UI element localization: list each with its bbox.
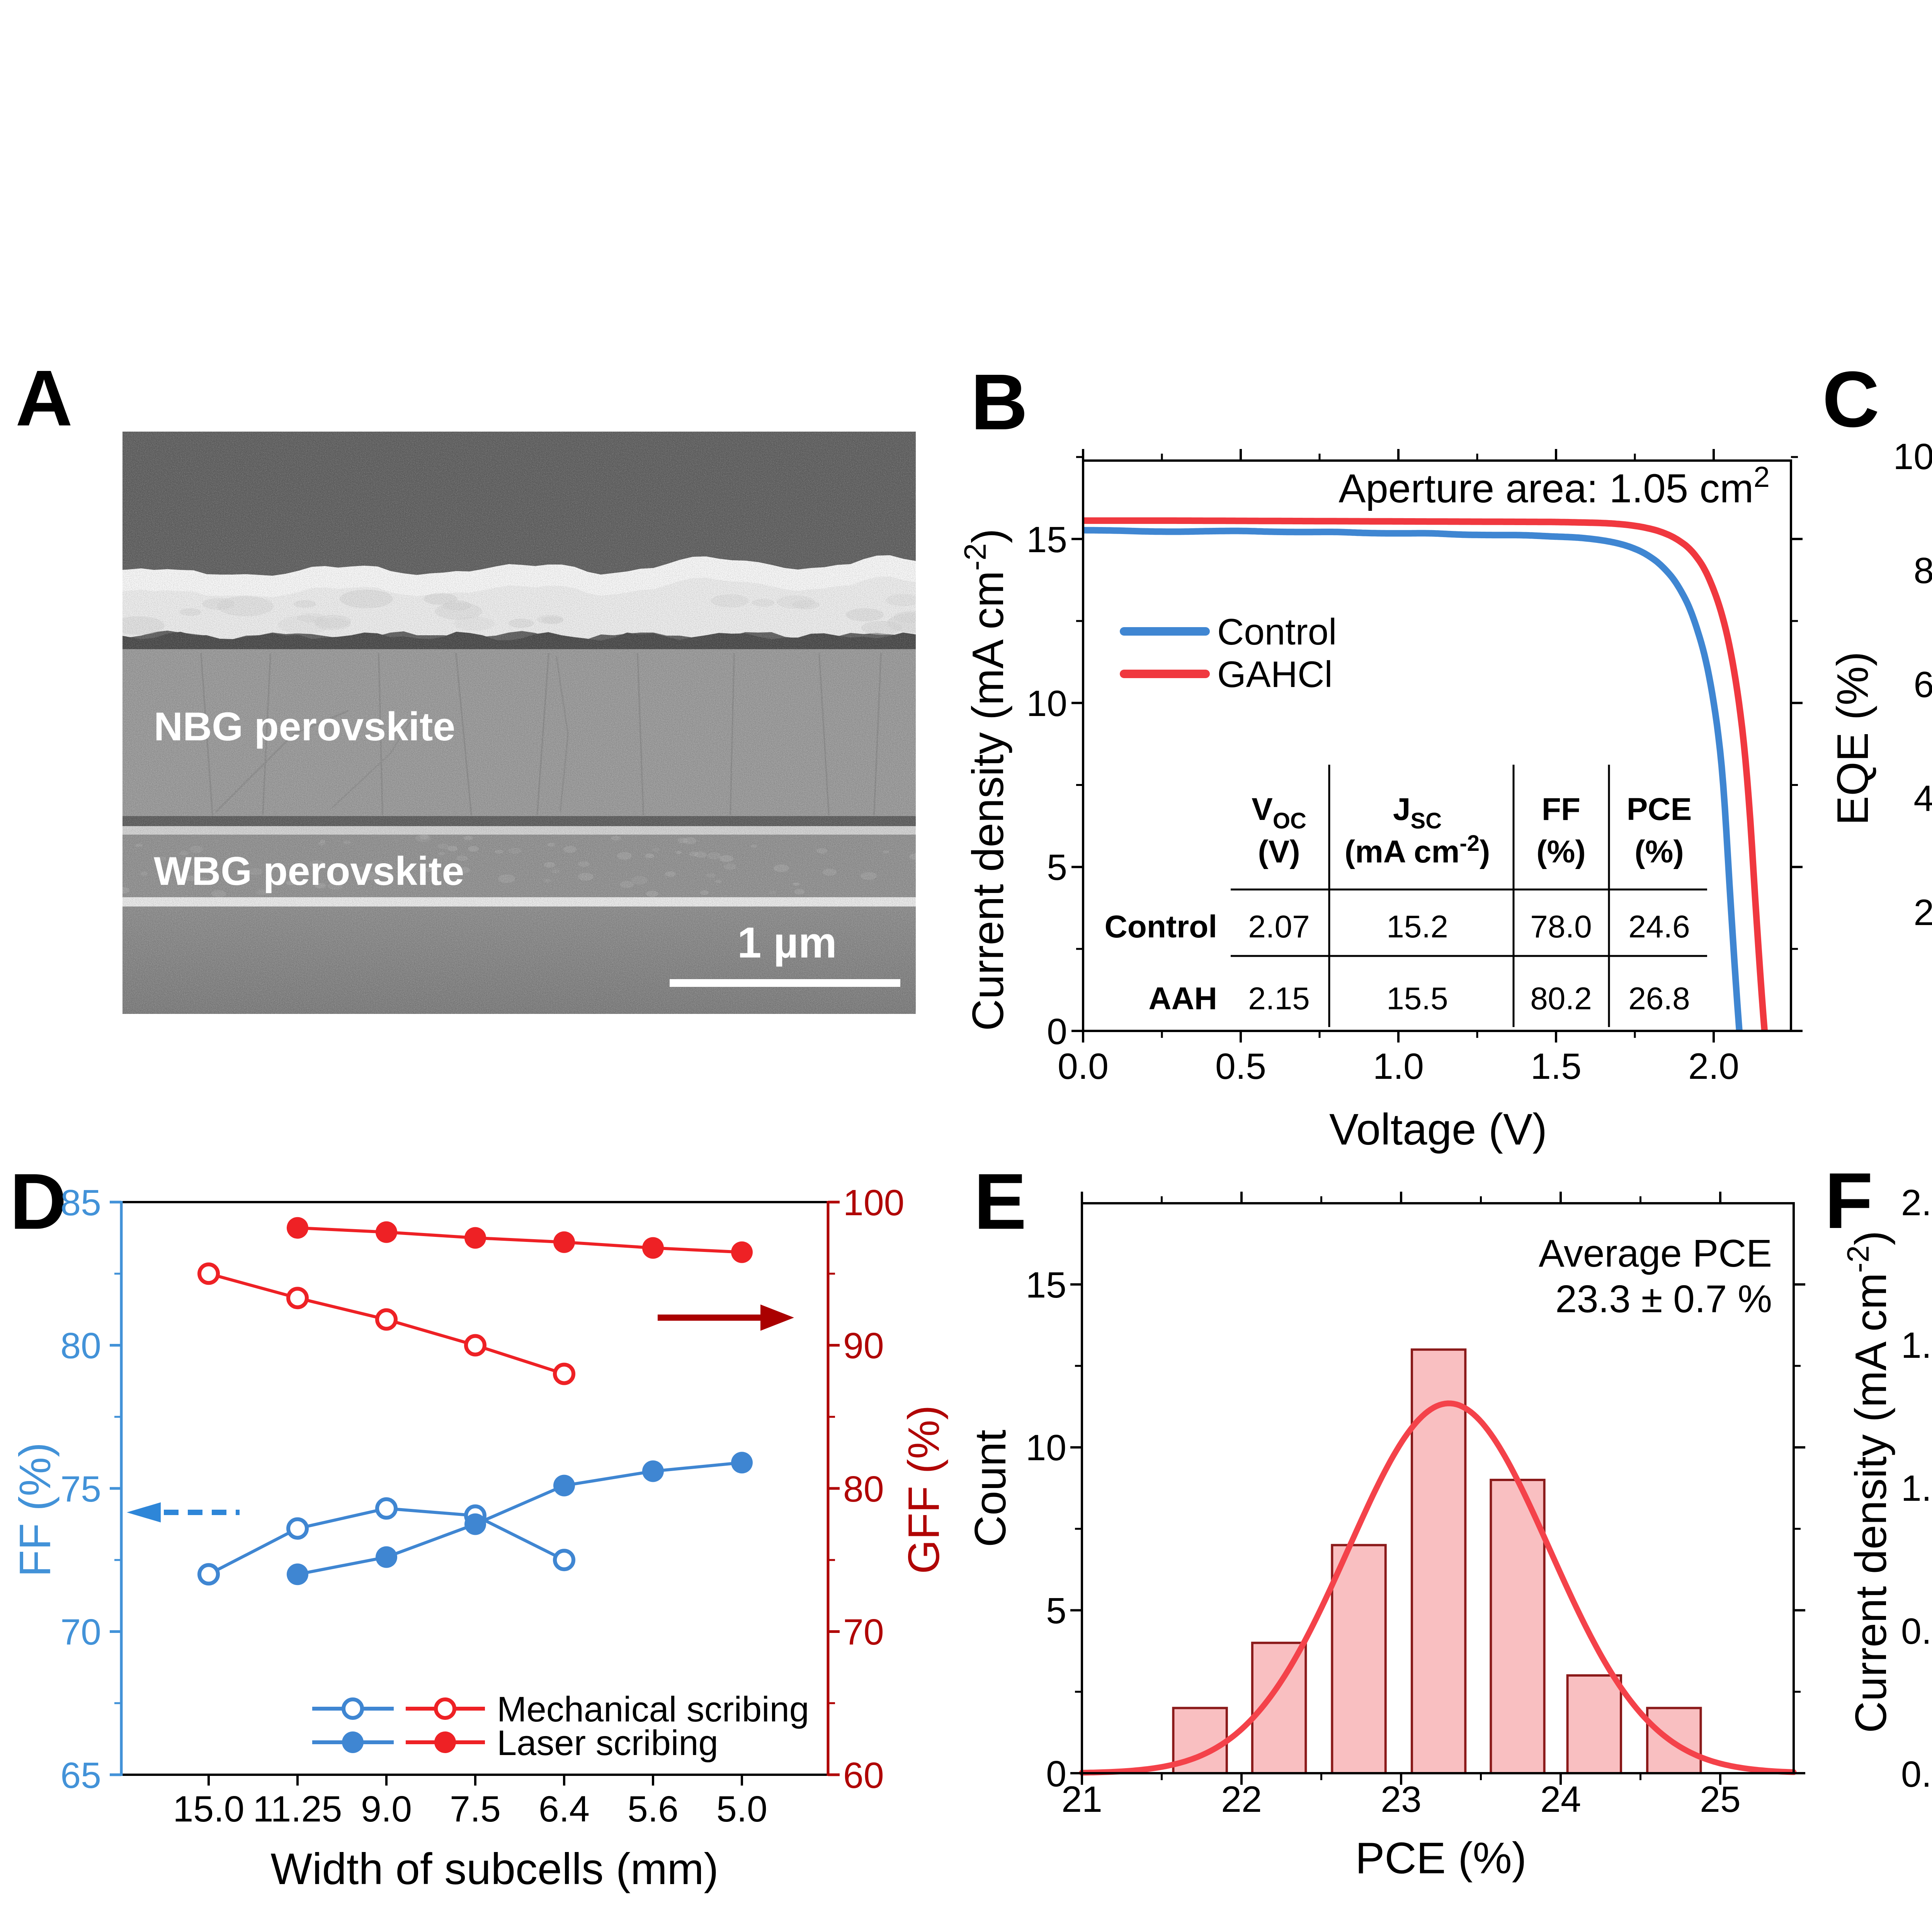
- svg-text:60: 60: [843, 1755, 884, 1796]
- svg-text:10: 10: [1026, 1427, 1066, 1468]
- svg-text:E: E: [974, 1157, 1027, 1246]
- svg-text:80.2: 80.2: [1530, 981, 1592, 1016]
- svg-text:0.0: 0.0: [1901, 1754, 1932, 1795]
- svg-text:2.0: 2.0: [1901, 1182, 1932, 1223]
- svg-text:100: 100: [843, 1182, 905, 1223]
- svg-text:0: 0: [1047, 1011, 1067, 1052]
- svg-text:11.25: 11.25: [253, 1789, 342, 1830]
- svg-text:25: 25: [1700, 1779, 1741, 1820]
- svg-text:Control: Control: [1105, 909, 1217, 944]
- svg-text:Width of subcells (mm): Width of subcells (mm): [270, 1845, 718, 1894]
- svg-text:GFF (%): GFF (%): [900, 1405, 949, 1574]
- svg-text:0: 0: [1046, 1753, 1066, 1794]
- svg-text:0.5: 0.5: [1901, 1611, 1932, 1652]
- svg-text:F: F: [1825, 1156, 1873, 1245]
- svg-text:85: 85: [60, 1182, 101, 1223]
- svg-text:60: 60: [1913, 664, 1932, 705]
- svg-text:GAHCl: GAHCl: [1217, 654, 1333, 695]
- svg-text:AAH: AAH: [1148, 981, 1217, 1016]
- svg-text:90: 90: [843, 1325, 884, 1366]
- svg-text:70: 70: [60, 1612, 101, 1653]
- svg-text:(V): (V): [1258, 834, 1300, 869]
- svg-text:2.07: 2.07: [1248, 909, 1310, 944]
- svg-text:D: D: [10, 1157, 67, 1246]
- svg-text:15.5: 15.5: [1386, 981, 1448, 1016]
- svg-text:Control: Control: [1217, 611, 1337, 653]
- svg-text:15: 15: [1026, 519, 1067, 560]
- svg-text:1 µm: 1 µm: [737, 918, 837, 967]
- svg-text:2.15: 2.15: [1248, 981, 1310, 1016]
- svg-text:1.0: 1.0: [1373, 1046, 1424, 1087]
- svg-text:65: 65: [60, 1755, 101, 1796]
- svg-text:80: 80: [60, 1325, 101, 1366]
- svg-text:6.4: 6.4: [539, 1789, 590, 1830]
- svg-text:Current density (mA cm-2): Current density (mA cm-2): [958, 529, 1013, 1031]
- svg-text:22: 22: [1221, 1779, 1262, 1820]
- svg-text:Current density (mA cm-2): Current density (mA cm-2): [1841, 1231, 1896, 1733]
- svg-text:0.0: 0.0: [1058, 1046, 1109, 1087]
- svg-text:15: 15: [1026, 1265, 1066, 1306]
- svg-text:1.5: 1.5: [1901, 1325, 1932, 1366]
- svg-text:80: 80: [843, 1469, 884, 1510]
- svg-text:15.0: 15.0: [173, 1789, 245, 1830]
- svg-text:FF: FF: [1542, 792, 1580, 827]
- svg-text:C: C: [1822, 355, 1879, 444]
- svg-text:20: 20: [1913, 892, 1932, 933]
- svg-text:23.3 ± 0.7 %: 23.3 ± 0.7 %: [1555, 1277, 1772, 1321]
- svg-text:26.8: 26.8: [1628, 981, 1690, 1016]
- svg-text:9.0: 9.0: [361, 1789, 412, 1830]
- svg-text:0.5: 0.5: [1215, 1046, 1266, 1087]
- svg-text:B: B: [971, 358, 1028, 446]
- svg-text:PCE: PCE: [1627, 792, 1692, 827]
- svg-text:5: 5: [1047, 847, 1067, 888]
- svg-text:21: 21: [1061, 1779, 1102, 1820]
- svg-text:5: 5: [1046, 1590, 1066, 1631]
- svg-text:Aperture area: 1.05 cm2: Aperture area: 1.05 cm2: [1338, 461, 1770, 511]
- svg-text:PCE (%): PCE (%): [1355, 1834, 1526, 1883]
- svg-text:78.0: 78.0: [1530, 909, 1592, 944]
- svg-text:Voltage (V): Voltage (V): [1329, 1105, 1547, 1154]
- svg-text:Laser scribing: Laser scribing: [497, 1723, 718, 1763]
- svg-text:1.0: 1.0: [1901, 1468, 1932, 1509]
- svg-text:EQE (%): EQE (%): [1828, 651, 1878, 825]
- svg-text:24.6: 24.6: [1628, 909, 1690, 944]
- svg-text:NBG perovskite: NBG perovskite: [154, 704, 455, 749]
- svg-text:5.0: 5.0: [716, 1789, 767, 1830]
- svg-text:1.5: 1.5: [1531, 1046, 1582, 1087]
- svg-text:Count: Count: [966, 1430, 1015, 1547]
- svg-text:(%): (%): [1634, 834, 1684, 869]
- svg-text:70: 70: [843, 1612, 884, 1653]
- svg-text:10: 10: [1026, 683, 1067, 724]
- svg-text:(%): (%): [1536, 834, 1586, 869]
- svg-text:40: 40: [1913, 778, 1932, 819]
- svg-text:Average PCE: Average PCE: [1539, 1232, 1772, 1275]
- svg-text:24: 24: [1540, 1779, 1581, 1820]
- svg-text:75: 75: [60, 1469, 101, 1510]
- svg-text:5.6: 5.6: [628, 1789, 679, 1830]
- svg-text:2.0: 2.0: [1688, 1046, 1739, 1087]
- svg-text:7.5: 7.5: [450, 1789, 501, 1830]
- svg-text:FF (%): FF (%): [11, 1442, 60, 1577]
- svg-text:WBG perovskite: WBG perovskite: [154, 849, 464, 894]
- svg-text:A: A: [15, 354, 73, 442]
- svg-text:Mechanical scribing: Mechanical scribing: [497, 1690, 809, 1729]
- svg-text:80: 80: [1913, 550, 1932, 591]
- svg-text:23: 23: [1381, 1779, 1422, 1820]
- svg-text:15.2: 15.2: [1386, 909, 1448, 944]
- svg-text:100: 100: [1893, 436, 1932, 477]
